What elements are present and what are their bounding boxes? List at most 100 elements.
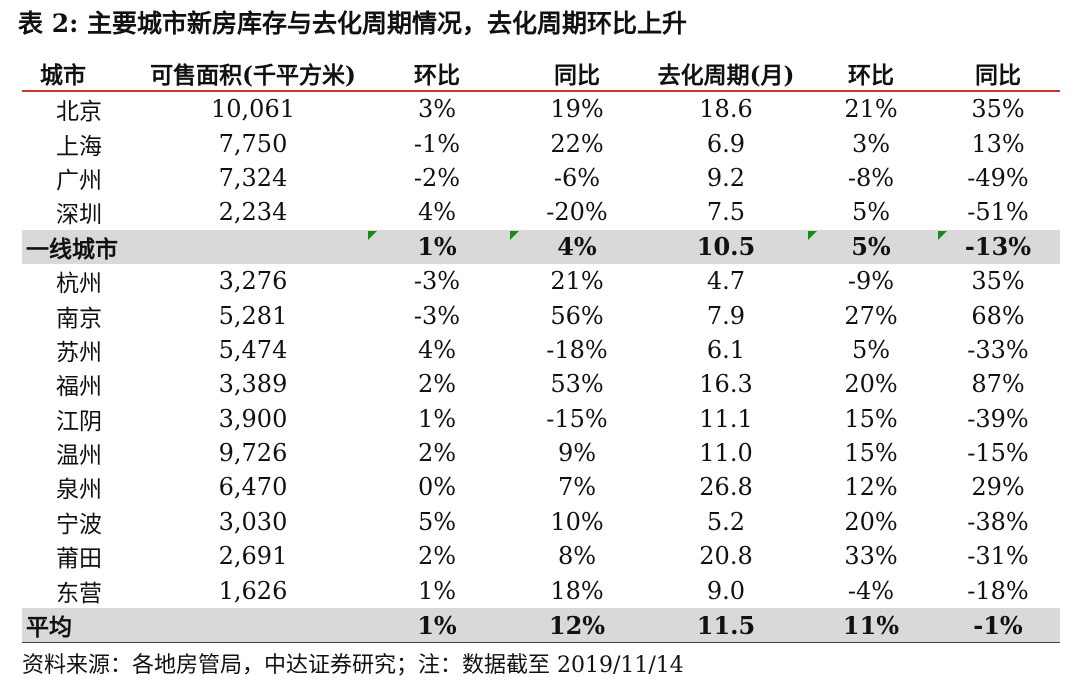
cell-city: 莆田	[56, 546, 102, 573]
cell-area-mom: 3%	[417, 95, 457, 124]
cell-destock-cycle: 6.9	[706, 129, 746, 158]
summary-row: 一线城市 1% 4% 10.5 5% -13%	[22, 229, 1060, 264]
cell-destock-cycle: 9.0	[706, 576, 746, 605]
header-area-mom: 环比	[366, 56, 508, 92]
cell-cycle-mom: 15%	[844, 439, 898, 468]
cell-destock-cycle: 6.1	[706, 335, 746, 364]
cell-cycle-mom: 5%	[851, 335, 891, 364]
cell-destock-cycle: 16.3	[699, 370, 753, 399]
cell-cycle-mom: 12%	[844, 473, 898, 502]
cell-area-yoy: 22%	[550, 129, 604, 158]
cell-area-mom: 1%	[417, 576, 457, 605]
table-row: 温州 9,726 2% 9% 11.0 15% -15%	[22, 436, 1060, 470]
cell-area-mom: 2%	[417, 542, 457, 571]
cell-area-yoy: -20%	[546, 198, 608, 227]
cell-cycle-yoy: -18%	[967, 576, 1029, 605]
cell-area-yoy: -18%	[546, 335, 608, 364]
cell-destock-cycle: 20.8	[699, 542, 753, 571]
cell-city: 杭州	[56, 271, 102, 298]
cell-destock-cycle: 7.9	[706, 301, 746, 330]
cell-destock-cycle: 9.2	[706, 163, 746, 192]
cell-city: 深圳	[56, 202, 102, 229]
cell-city: 福州	[56, 374, 102, 401]
cell-available-area: 3,389	[218, 370, 288, 399]
cell-city: 平均	[22, 607, 140, 644]
cell-city: 温州	[56, 443, 102, 470]
cell-cycle-yoy: -49%	[967, 163, 1029, 192]
cell-available-area	[140, 607, 366, 644]
cell-area-yoy: 8%	[557, 542, 597, 571]
table-row: 上海 7,750 -1% 22% 6.9 3% 13%	[22, 126, 1060, 160]
cell-area-mom: 0%	[417, 473, 457, 502]
cell-area-mom: -1%	[413, 129, 461, 158]
cell-cycle-yoy: -15%	[967, 439, 1029, 468]
cell-cycle-yoy: 35%	[971, 267, 1025, 296]
cell-available-area: 3,030	[218, 507, 288, 536]
cell-available-area: 5,474	[218, 335, 288, 364]
cell-available-area: 2,234	[218, 198, 288, 227]
cell-cycle-yoy: -33%	[967, 335, 1029, 364]
table-row: 深圳 2,234 4% -20% 7.5 5% -51%	[22, 195, 1060, 229]
cell-area-yoy: 12%	[508, 607, 646, 644]
cell-available-area: 3,276	[218, 267, 288, 296]
source-note: 资料来源：各地房管局，中达证券研究；注：数据截至 2019/11/14	[22, 653, 684, 678]
cell-cycle-yoy: -1%	[936, 607, 1060, 644]
cell-area-yoy: 18%	[550, 576, 604, 605]
cell-city: 东营	[56, 580, 102, 607]
cell-destock-cycle: 11.5	[646, 607, 806, 644]
cell-city: 宁波	[56, 511, 102, 538]
table-row: 宁波 3,030 5% 10% 5.2 20% -38%	[22, 505, 1060, 539]
cell-area-mom: 2%	[417, 370, 457, 399]
table-title: 表 2: 主要城市新房库存与去化周期情况，去化周期环比上升	[18, 9, 688, 38]
cell-area-mom: -2%	[413, 163, 461, 192]
cell-area-mom: -3%	[413, 301, 461, 330]
cell-city: 江阴	[56, 408, 102, 435]
cell-cycle-yoy: 29%	[971, 473, 1025, 502]
cell-destock-cycle: 4.7	[706, 267, 746, 296]
cell-cycle-yoy: 13%	[971, 129, 1025, 158]
cell-cycle-mom: 15%	[844, 404, 898, 433]
table-row: 南京 5,281 -3% 56% 7.9 27% 68%	[22, 298, 1060, 332]
cell-area-mom: 5%	[417, 507, 457, 536]
cell-area-yoy: 10%	[550, 507, 604, 536]
cell-cycle-mom: -8%	[847, 163, 895, 192]
header-city: 城市	[22, 56, 140, 92]
header-row: 城市 可售面积(千平方米) 环比 同比 去化周期(月) 环比 同比	[22, 56, 1060, 92]
cell-cycle-mom: 5%	[851, 198, 891, 227]
cell-destock-cycle: 5.2	[706, 507, 746, 536]
cell-area-yoy: 21%	[550, 267, 604, 296]
table-row: 泉州 6,470 0% 7% 26.8 12% 29%	[22, 470, 1060, 504]
cell-cycle-mom: 20%	[844, 370, 898, 399]
cell-city: 泉州	[56, 477, 102, 504]
cell-available-area: 7,324	[218, 163, 288, 192]
cell-cycle-mom: -4%	[847, 576, 895, 605]
cell-destock-cycle: 7.5	[706, 198, 746, 227]
cell-cycle-yoy: -51%	[967, 198, 1029, 227]
cell-cycle-yoy: -31%	[967, 542, 1029, 571]
cell-available-area: 6,470	[218, 473, 288, 502]
cell-available-area: 3,900	[218, 404, 288, 433]
cell-city: 北京	[56, 99, 102, 126]
cell-destock-cycle: 18.6	[699, 95, 753, 124]
cell-available-area: 9,726	[218, 439, 288, 468]
cell-cycle-mom: 33%	[844, 542, 898, 571]
header-destock-cycle: 去化周期(月)	[646, 56, 806, 92]
cell-area-yoy: 4%	[508, 229, 646, 264]
cell-available-area	[140, 229, 366, 264]
cell-area-mom: 1%	[366, 229, 508, 264]
cell-available-area: 1,626	[218, 576, 288, 605]
cell-area-yoy: 19%	[550, 95, 604, 124]
cell-cycle-mom: 20%	[844, 507, 898, 536]
table-row: 北京 10,061 3% 19% 18.6 21% 35%	[22, 91, 1060, 126]
cell-cycle-yoy: -38%	[967, 507, 1029, 536]
cell-cycle-mom: 27%	[844, 301, 898, 330]
cell-cycle-yoy: 68%	[971, 301, 1025, 330]
cell-destock-cycle: 26.8	[699, 473, 753, 502]
cell-area-yoy: 56%	[550, 301, 604, 330]
cell-area-yoy: 53%	[550, 370, 604, 399]
cell-city: 上海	[56, 133, 102, 160]
cell-area-yoy: -15%	[546, 404, 608, 433]
cell-available-area: 5,281	[218, 301, 288, 330]
table-row: 苏州 5,474 4% -18% 6.1 5% -33%	[22, 333, 1060, 367]
